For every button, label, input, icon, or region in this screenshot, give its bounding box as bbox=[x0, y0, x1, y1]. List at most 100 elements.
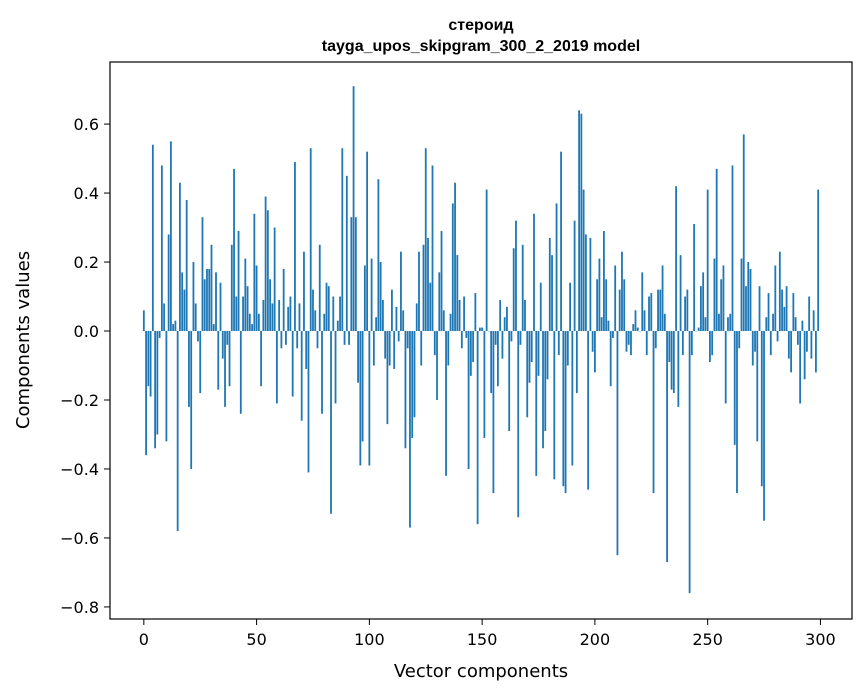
bar bbox=[197, 331, 199, 342]
bar bbox=[244, 258, 247, 332]
bar bbox=[334, 331, 337, 404]
bar bbox=[481, 327, 484, 332]
bar bbox=[668, 331, 671, 363]
bar bbox=[747, 262, 750, 332]
bar bbox=[354, 217, 357, 332]
bar bbox=[756, 331, 759, 442]
bar bbox=[614, 265, 617, 332]
chart-subtitle: tayga_upos_skipgram_300_2_2019 model bbox=[322, 38, 640, 55]
bar bbox=[163, 303, 166, 332]
bar bbox=[402, 310, 405, 332]
bar bbox=[485, 189, 488, 332]
bar bbox=[699, 286, 702, 332]
bar bbox=[210, 244, 213, 332]
bar bbox=[433, 331, 436, 356]
bar bbox=[458, 299, 461, 332]
bar bbox=[526, 331, 529, 418]
bar bbox=[386, 331, 389, 425]
bar bbox=[165, 331, 168, 442]
bar bbox=[296, 331, 299, 349]
bar bbox=[796, 331, 799, 345]
bar bbox=[192, 262, 195, 332]
chart-title: стероид bbox=[448, 17, 513, 34]
bar bbox=[201, 217, 204, 332]
bar bbox=[535, 331, 538, 476]
bar bbox=[571, 331, 574, 466]
bar bbox=[729, 313, 732, 332]
bar bbox=[228, 331, 231, 387]
bar bbox=[693, 224, 696, 332]
bar bbox=[368, 331, 371, 466]
bar bbox=[681, 331, 684, 356]
bar bbox=[185, 199, 188, 332]
bar bbox=[582, 189, 585, 332]
bar bbox=[621, 251, 623, 332]
bar bbox=[239, 331, 242, 414]
bar bbox=[627, 331, 630, 345]
bar bbox=[395, 306, 398, 332]
bar bbox=[603, 230, 605, 332]
bar bbox=[469, 331, 472, 376]
bar bbox=[641, 272, 644, 332]
bar bbox=[519, 331, 522, 345]
bar bbox=[792, 293, 795, 332]
bar bbox=[156, 331, 159, 435]
bar bbox=[309, 148, 312, 332]
bar bbox=[672, 331, 675, 394]
bar bbox=[442, 310, 445, 332]
bar bbox=[605, 279, 608, 332]
bar bbox=[666, 331, 668, 563]
bar bbox=[528, 331, 531, 383]
bar bbox=[492, 331, 495, 494]
bar bbox=[264, 196, 267, 332]
bar bbox=[294, 162, 296, 332]
x-axis-label: Vector components bbox=[394, 661, 568, 682]
bar bbox=[772, 313, 774, 332]
bar bbox=[145, 331, 147, 456]
bar bbox=[688, 331, 691, 594]
bar bbox=[237, 230, 240, 332]
bar bbox=[745, 286, 747, 332]
bar bbox=[817, 189, 820, 332]
bar bbox=[474, 293, 477, 332]
bar bbox=[736, 331, 738, 494]
x-tick-label: 250 bbox=[692, 630, 723, 649]
bar bbox=[562, 331, 565, 487]
bar bbox=[524, 299, 526, 332]
bar bbox=[805, 331, 808, 352]
bar bbox=[332, 296, 335, 332]
bar bbox=[553, 331, 556, 480]
bar bbox=[630, 331, 632, 356]
bar bbox=[503, 317, 506, 332]
bar bbox=[262, 299, 265, 332]
bar bbox=[799, 331, 802, 404]
bar bbox=[609, 331, 612, 387]
bar bbox=[321, 331, 323, 414]
bar bbox=[749, 268, 752, 332]
bar bbox=[235, 296, 238, 332]
bar bbox=[533, 213, 535, 332]
bar bbox=[587, 331, 590, 490]
bar bbox=[810, 331, 813, 359]
bar bbox=[542, 331, 544, 449]
bar bbox=[348, 331, 350, 345]
y-tick-label: −0.6 bbox=[60, 529, 99, 548]
bar bbox=[330, 331, 332, 514]
bar bbox=[427, 237, 429, 332]
bar bbox=[645, 331, 648, 356]
bar bbox=[212, 324, 215, 332]
bar bbox=[476, 331, 479, 525]
bar bbox=[400, 251, 402, 332]
bar bbox=[436, 331, 438, 400]
bar bbox=[224, 331, 226, 407]
bar bbox=[517, 331, 520, 518]
bar bbox=[521, 244, 524, 332]
bar bbox=[697, 327, 700, 332]
bar bbox=[147, 331, 150, 387]
bar bbox=[650, 293, 653, 332]
bar bbox=[794, 317, 797, 332]
bar bbox=[370, 258, 373, 332]
bar bbox=[765, 317, 768, 332]
bar bbox=[422, 244, 425, 332]
bar bbox=[341, 148, 344, 332]
